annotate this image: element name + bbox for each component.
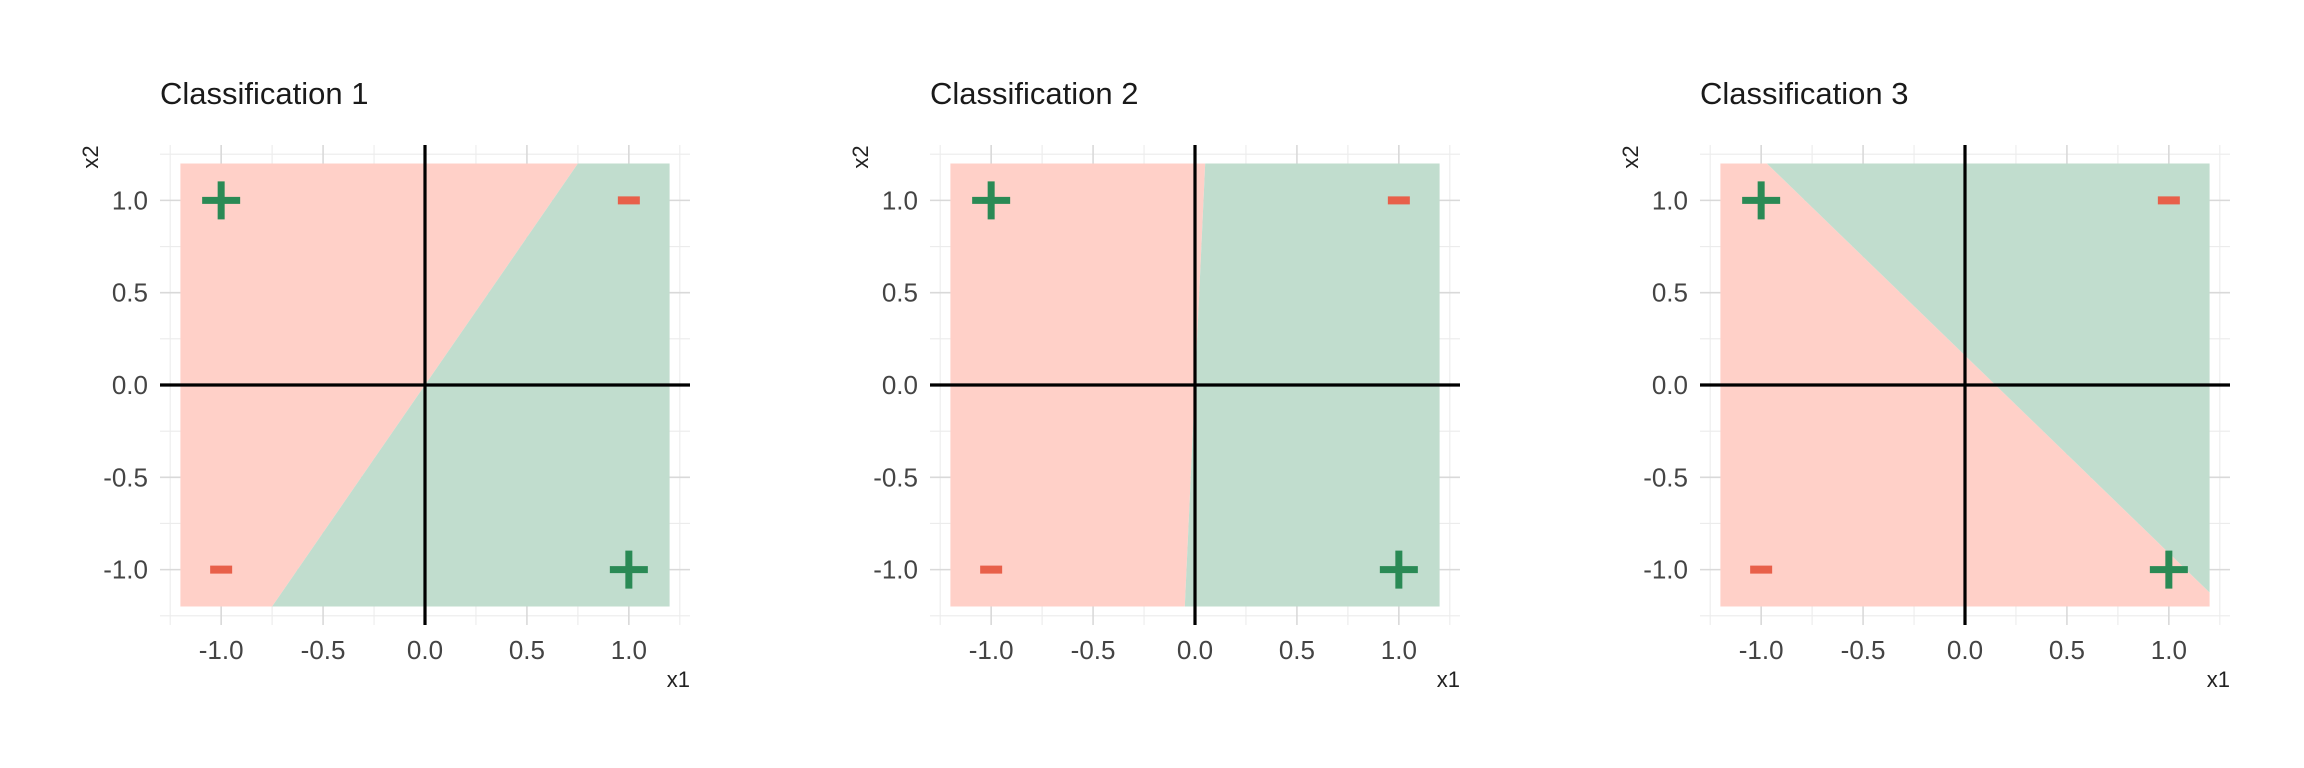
y-axis-title: x2 [848,145,873,168]
y-tick-label: 1.0 [1652,185,1688,215]
positive-point [1379,550,1418,589]
minus-marker [980,565,1003,574]
minus-marker [617,196,640,205]
y-axis-title: x2 [1618,145,1643,168]
x-tick-label: 0.0 [407,635,443,665]
x-tick-label: 0.5 [1279,635,1315,665]
plus-marker-v [1757,181,1765,220]
chart-title: Classification 2 [930,76,1138,111]
negative-point [210,565,233,574]
positive-point [1742,181,1781,220]
y-tick-label: 0.5 [112,278,148,308]
chart-panel-3: Classification 3 -1.0 -0.5 0.0 0.5 1.0 -1.0 -0.… [1618,76,2230,692]
y-tick-label: 0.5 [882,278,918,308]
plus-marker-v [2165,550,2173,589]
negative-point [1387,196,1410,205]
positive-point [202,181,241,220]
positive-point [2149,550,2188,589]
negative-point [1750,565,1773,574]
y-tick-label: 1.0 [112,185,148,215]
y-axis-title: x2 [78,145,103,168]
minus-marker [2157,196,2180,205]
y-tick-label: -1.0 [873,555,918,585]
minus-marker [1387,196,1410,205]
plus-marker-v [1395,550,1403,589]
y-tick-label: 0.0 [882,370,918,400]
minus-marker [1750,565,1773,574]
x-tick-label: 1.0 [1381,635,1417,665]
x-tick-label: -1.0 [199,635,244,665]
negative-point [2157,196,2180,205]
y-tick-label: 0.0 [1652,370,1688,400]
x-tick-label: -0.5 [301,635,346,665]
x-tick-label: 1.0 [2151,635,2187,665]
chart-title: Classification 3 [1700,76,1908,111]
positive-region [1766,163,2210,593]
chart-panel-2: Classification 2 -1.0 -0.5 0.0 0.5 1.0 -1.0 -0.… [848,76,1460,692]
x-tick-label: 0.0 [1177,635,1213,665]
chart-panel-1: Classification 1 -1.0 -0.5 0.0 0.5 1.0 -1.0 -0.… [78,76,690,692]
negative-point [617,196,640,205]
y-tick-label: -1.0 [1643,555,1688,585]
y-tick-label: -0.5 [873,462,918,492]
chart-title: Classification 1 [160,76,368,111]
plus-marker-v [217,181,225,220]
x-tick-label: 1.0 [611,635,647,665]
x-axis-title: x1 [667,667,690,692]
positive-point [972,181,1011,220]
y-tick-label: 1.0 [882,185,918,215]
x-axis-title: x1 [2207,667,2230,692]
minus-marker [210,565,233,574]
y-tick-label: -0.5 [103,462,148,492]
y-tick-label: 0.0 [112,370,148,400]
x-tick-label: 0.5 [509,635,545,665]
x-tick-label: -0.5 [1071,635,1116,665]
y-tick-label: -1.0 [103,555,148,585]
y-tick-label: 0.5 [1652,278,1688,308]
x-tick-label: -1.0 [1739,635,1784,665]
x-tick-label: 0.0 [1947,635,1983,665]
x-axis-title: x1 [1437,667,1460,692]
x-tick-label: -0.5 [1841,635,1886,665]
positive-point [609,550,648,589]
negative-point [980,565,1003,574]
plus-marker-v [625,550,633,589]
plus-marker-v [987,181,995,220]
x-tick-label: 0.5 [2049,635,2085,665]
x-tick-label: -1.0 [969,635,1014,665]
y-tick-label: -0.5 [1643,462,1688,492]
